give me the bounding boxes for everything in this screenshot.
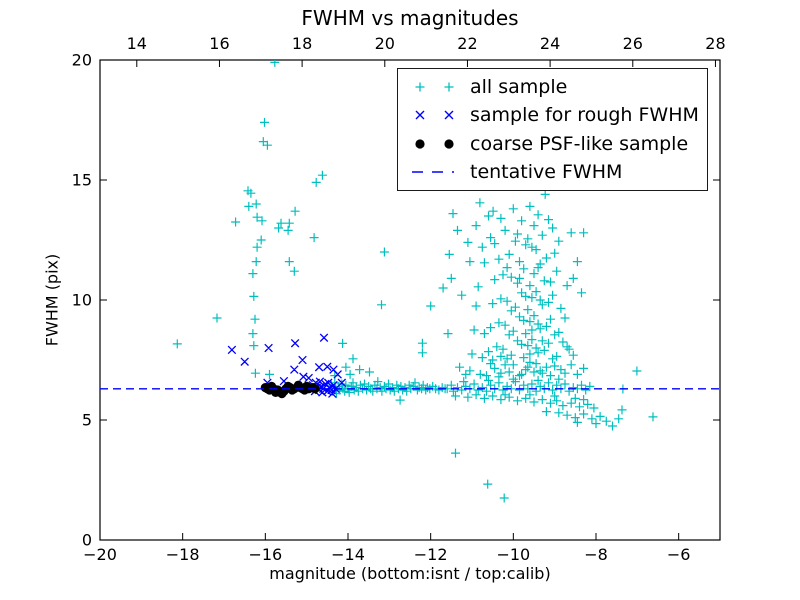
x-tick-label-bottom: −14 — [331, 545, 365, 564]
x-tick-label-bottom: −18 — [165, 545, 200, 564]
y-tick-label: 15 — [71, 170, 92, 190]
plot-data-layer — [100, 60, 720, 503]
x-tick-label-top: 26 — [622, 34, 643, 53]
x-tick-label-bottom: −8 — [584, 545, 608, 564]
legend-row-rough-fwhm: sample for rough FWHM — [404, 101, 699, 129]
x-tick-label-top: 22 — [457, 34, 478, 53]
x-tick-label-bottom: −12 — [413, 545, 448, 564]
x-axis-label: magnitude (bottom:isnt / top:calib) — [269, 564, 551, 583]
x-tick-label-top: 14 — [126, 34, 147, 53]
x-tick-label-bottom: −6 — [666, 545, 691, 564]
plus-marker-icon — [415, 82, 454, 92]
x-tick-label-top: 20 — [374, 34, 395, 53]
x-tick-label-top: 24 — [539, 34, 561, 53]
legend-row-all-sample: all sample — [404, 73, 699, 101]
legend-label: all sample — [470, 76, 568, 99]
plot-title: FWHM vs magnitudes — [301, 6, 519, 30]
x-tick-label-bottom: −10 — [496, 545, 531, 564]
legend-label: tentative FWHM — [470, 160, 623, 183]
x-tick-label-top: 28 — [705, 34, 726, 53]
y-tick-label: 10 — [71, 290, 92, 310]
x-marker-icon — [415, 110, 454, 120]
y-tick-label: 0 — [81, 530, 92, 550]
dot-marker-icon — [415, 139, 454, 149]
x-tick-label-bottom: −20 — [83, 545, 117, 564]
legend-row-tentative-fwhm: tentative FWHM — [404, 158, 699, 186]
y-tick-label: 5 — [81, 410, 92, 430]
x-tick-label-bottom: −16 — [248, 545, 283, 564]
scatter-series-plus — [172, 60, 658, 503]
legend: all sample sample for rough FWHM coarse … — [397, 68, 708, 191]
legend-label: sample for rough FWHM — [470, 104, 699, 127]
dashed-line-icon — [412, 171, 454, 173]
x-tick-label-top: 16 — [209, 34, 230, 53]
legend-row-psf-like: coarse PSF-like sample — [404, 130, 699, 158]
x-tick-label-top: 18 — [291, 34, 313, 53]
y-tick-label: 20 — [71, 50, 92, 70]
legend-label: coarse PSF-like sample — [470, 132, 689, 155]
